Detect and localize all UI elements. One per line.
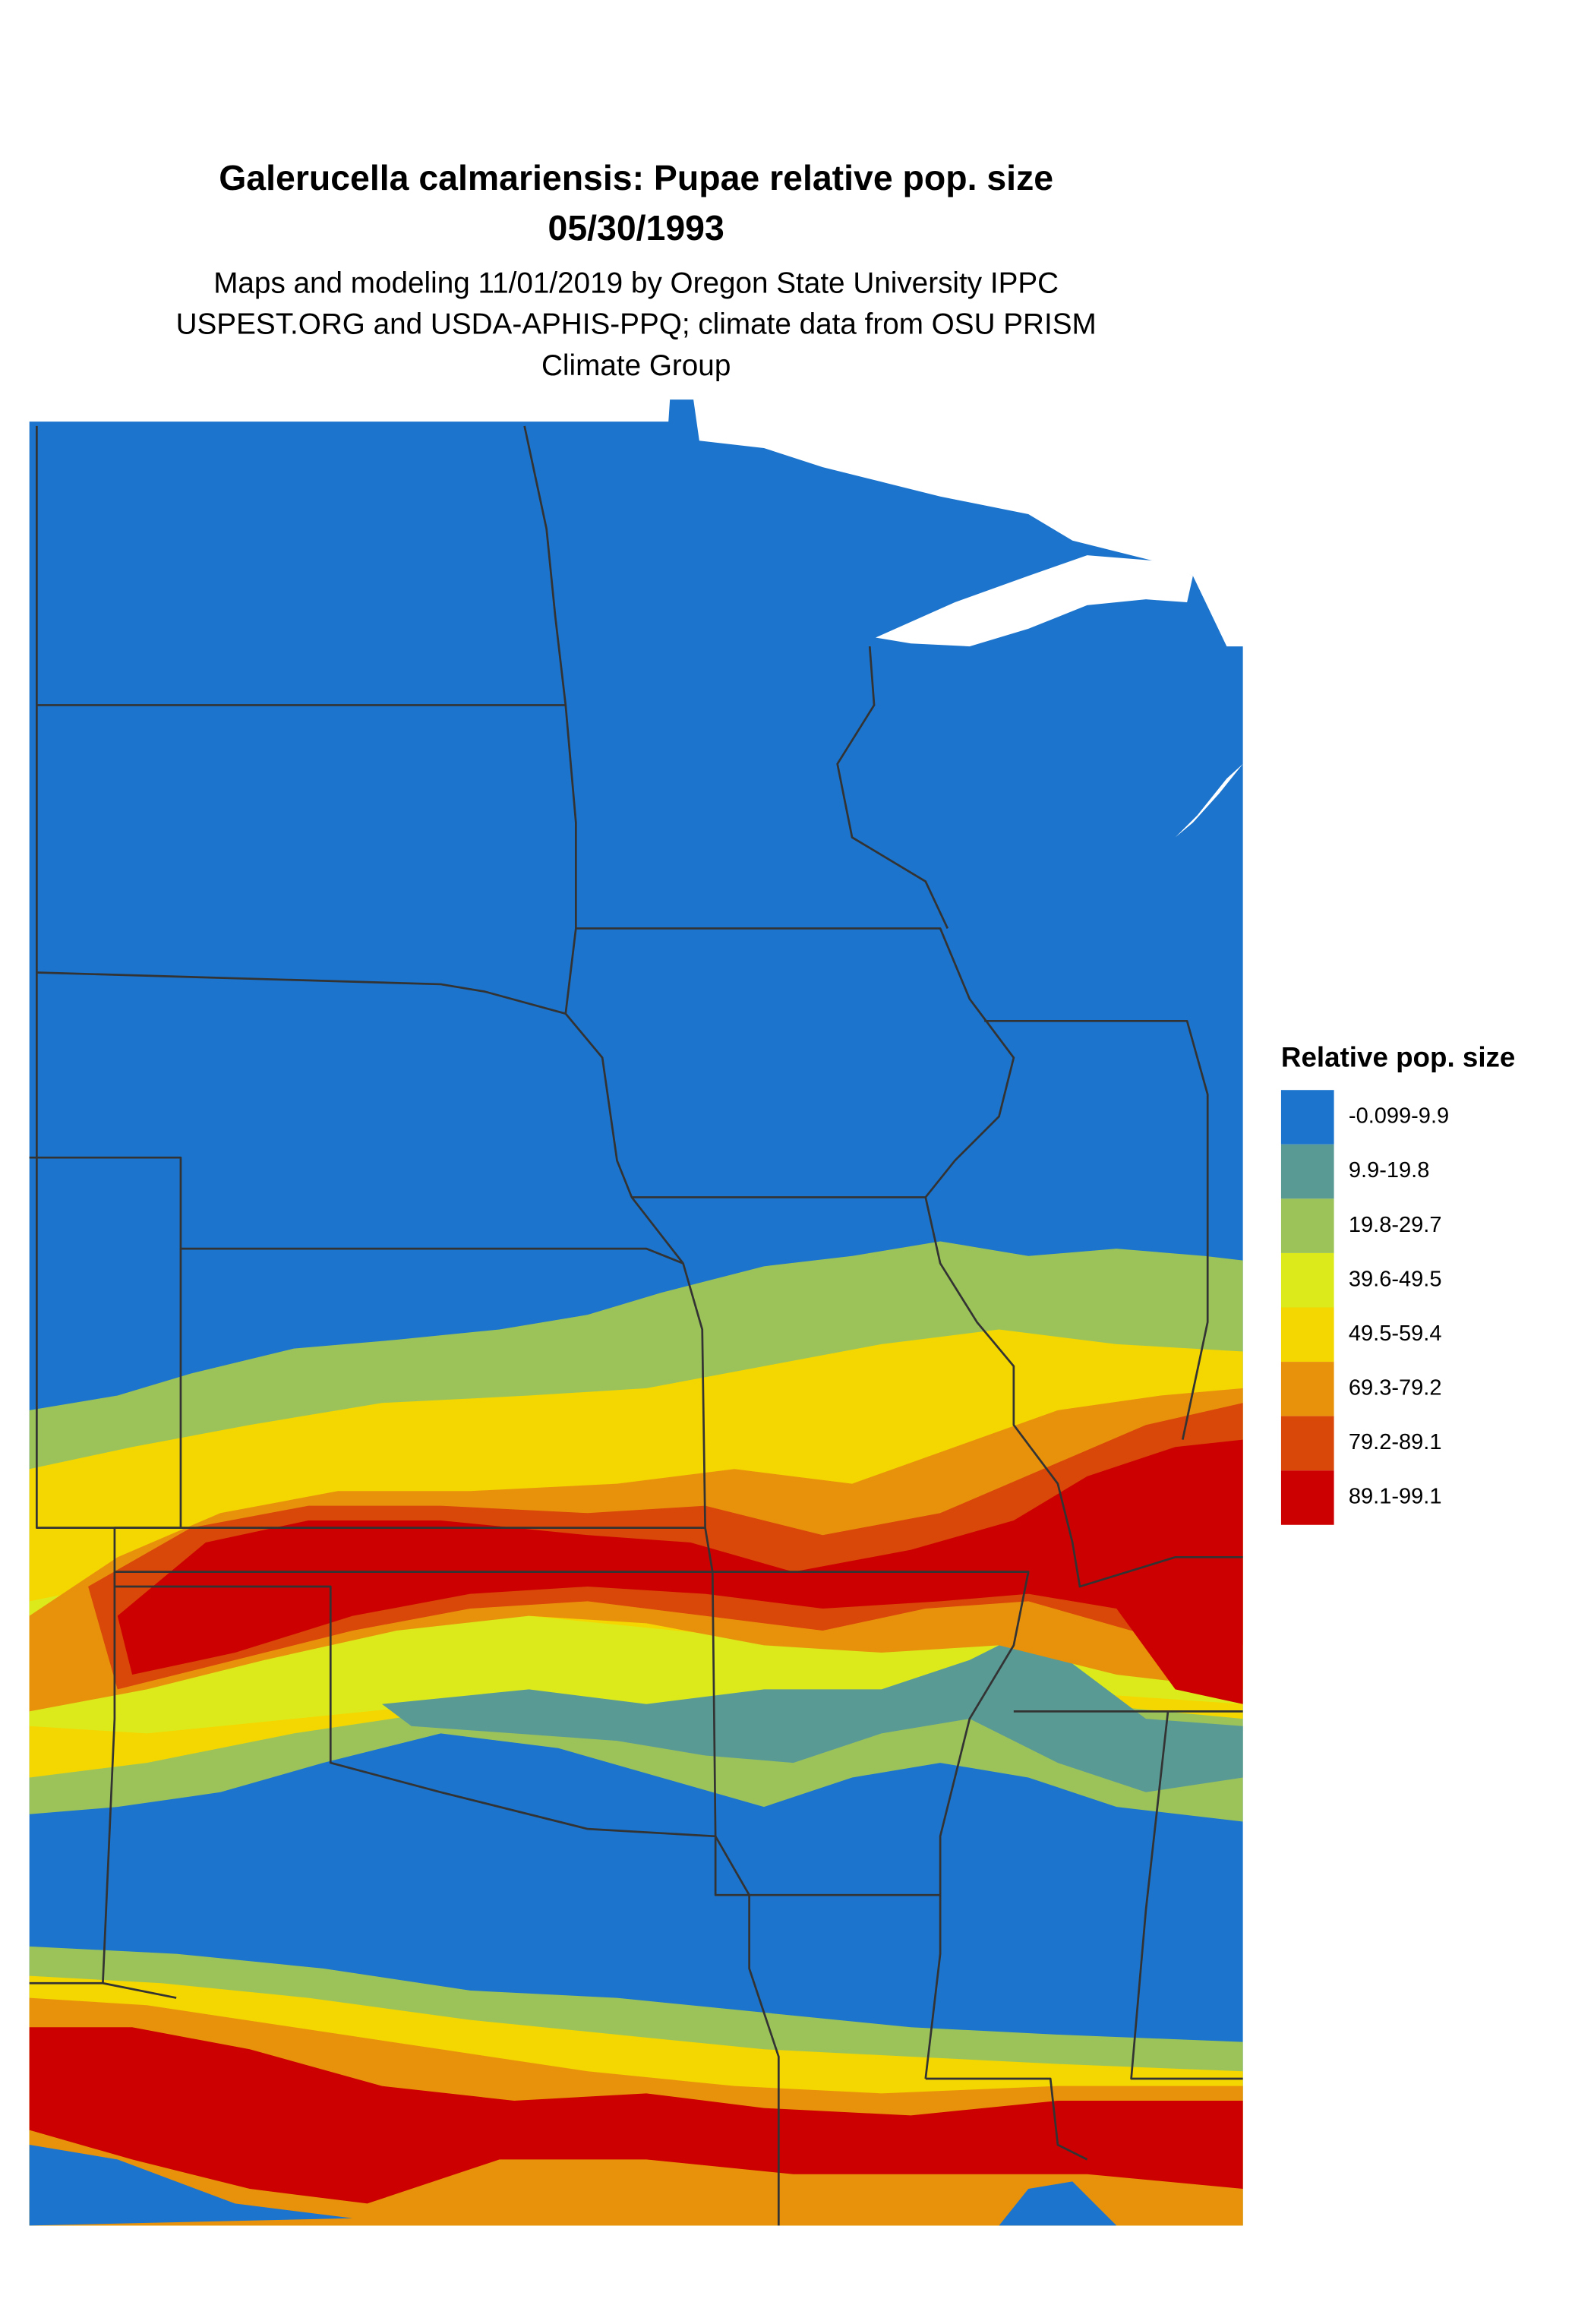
- state-line: [711, 1571, 780, 2226]
- state-line: [576, 927, 1243, 1588]
- legend-swatch: [1280, 1144, 1334, 1199]
- legend-label: 89.1-99.1: [1349, 1485, 1442, 1509]
- legend-swatch: [1280, 1252, 1334, 1308]
- legend-swatch: [1280, 1090, 1334, 1145]
- state-line: [114, 1585, 941, 1896]
- map-date: 05/30/1993: [548, 208, 724, 248]
- legend-label: 69.3-79.2: [1349, 1376, 1442, 1400]
- map-title: Galerucella calmariensis: Pupae relative…: [219, 158, 1053, 197]
- legend-swatch: [1280, 1198, 1334, 1253]
- lake: [875, 502, 1243, 838]
- state-line: [29, 1981, 177, 1999]
- subtitle-line: USPEST.ORG and USDA-APHIS-PPQ; climate d…: [176, 308, 1097, 341]
- band: [29, 2027, 1243, 2204]
- raster: [29, 399, 1243, 2226]
- state-line: [925, 2077, 1088, 2161]
- legend-swatch: [1280, 1307, 1334, 1363]
- legend-label: 39.6-49.5: [1349, 1267, 1442, 1291]
- legend-label: 19.8-29.7: [1349, 1213, 1442, 1237]
- legend-swatch: [1280, 1362, 1334, 1416]
- legend-label: 49.5-59.4: [1349, 1321, 1442, 1346]
- state-line: [984, 1019, 1209, 1440]
- state-line: [36, 971, 714, 1572]
- state-line: [836, 646, 949, 930]
- legend-label: 79.2-89.1: [1349, 1430, 1442, 1454]
- state-line: [114, 1571, 1030, 2079]
- region-gap: [29, 2145, 1117, 2226]
- state-line: [1130, 1711, 1243, 2080]
- legend-label: -0.099-9.9: [1349, 1104, 1449, 1129]
- legend-swatch: [1280, 1416, 1334, 1471]
- subtitle-line: Climate Group: [541, 349, 731, 382]
- legend-label: 9.9-19.8: [1349, 1158, 1429, 1183]
- state-borders: [29, 425, 1243, 2226]
- legend-title: Relative pop. size: [1281, 1041, 1515, 1072]
- band: [381, 1631, 1243, 1792]
- subtitle-line: Maps and modeling 11/01/2019 by Oregon S…: [213, 267, 1059, 299]
- legend: -0.099-9.9 9.9-19.8 19.8-29.7 39.6-49.5 49.5…: [1280, 1090, 1449, 1525]
- legend-swatch: [1280, 1470, 1334, 1525]
